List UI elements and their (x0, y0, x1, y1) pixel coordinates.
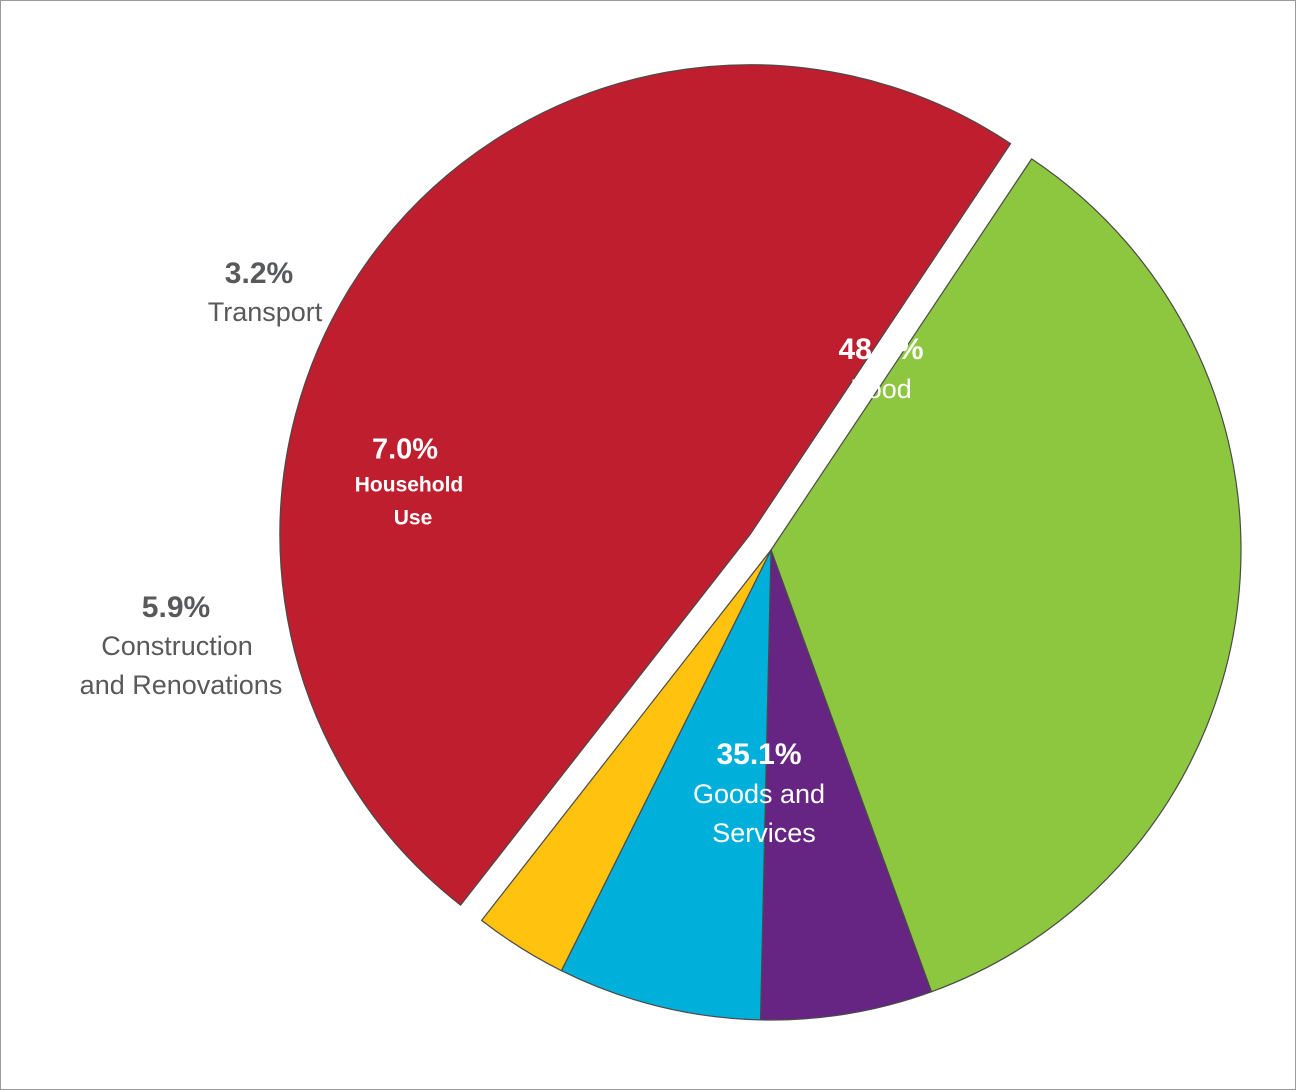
pie-labels: 48.8% Food 35.1% Goods and Services 5.9% Const… (80, 257, 924, 848)
slice-percent-label-goods-and-services: 35.1% (716, 738, 801, 771)
slice-percent-label-construction-and-renovations: 5.9% (142, 591, 210, 624)
slice-category-label-food-line-1: Food (850, 374, 912, 404)
slice-category-label-household-use-line-1: Household (355, 474, 464, 497)
pie-slices (279, 64, 1242, 1021)
slice-category-label-goods-and-services-line-1: Goods and (693, 779, 825, 809)
slice-category-label-goods-and-services-line-2: Services (712, 818, 816, 848)
pie-slice-goods-and-services (770, 158, 1242, 993)
pie-slice-household-use (560, 549, 772, 1021)
slice-category-label-construction-and-renovations-line-2: and Renovations (80, 670, 283, 700)
slice-category-label-transport-line-1: Transport (208, 297, 323, 327)
pie-slice-food (279, 64, 1012, 906)
slice-percent-label-food: 48.8% (838, 333, 923, 366)
slice-percent-label-transport: 3.2% (225, 257, 293, 290)
slice-percent-label-household-use: 7.0% (372, 434, 438, 466)
slice-category-label-household-use-line-2: Use (394, 507, 433, 530)
pie-slice-transport (481, 549, 772, 972)
pie-slice-construction-and-renovations (759, 549, 933, 1021)
slice-category-label-construction-and-renovations-line-1: Construction (101, 631, 253, 661)
